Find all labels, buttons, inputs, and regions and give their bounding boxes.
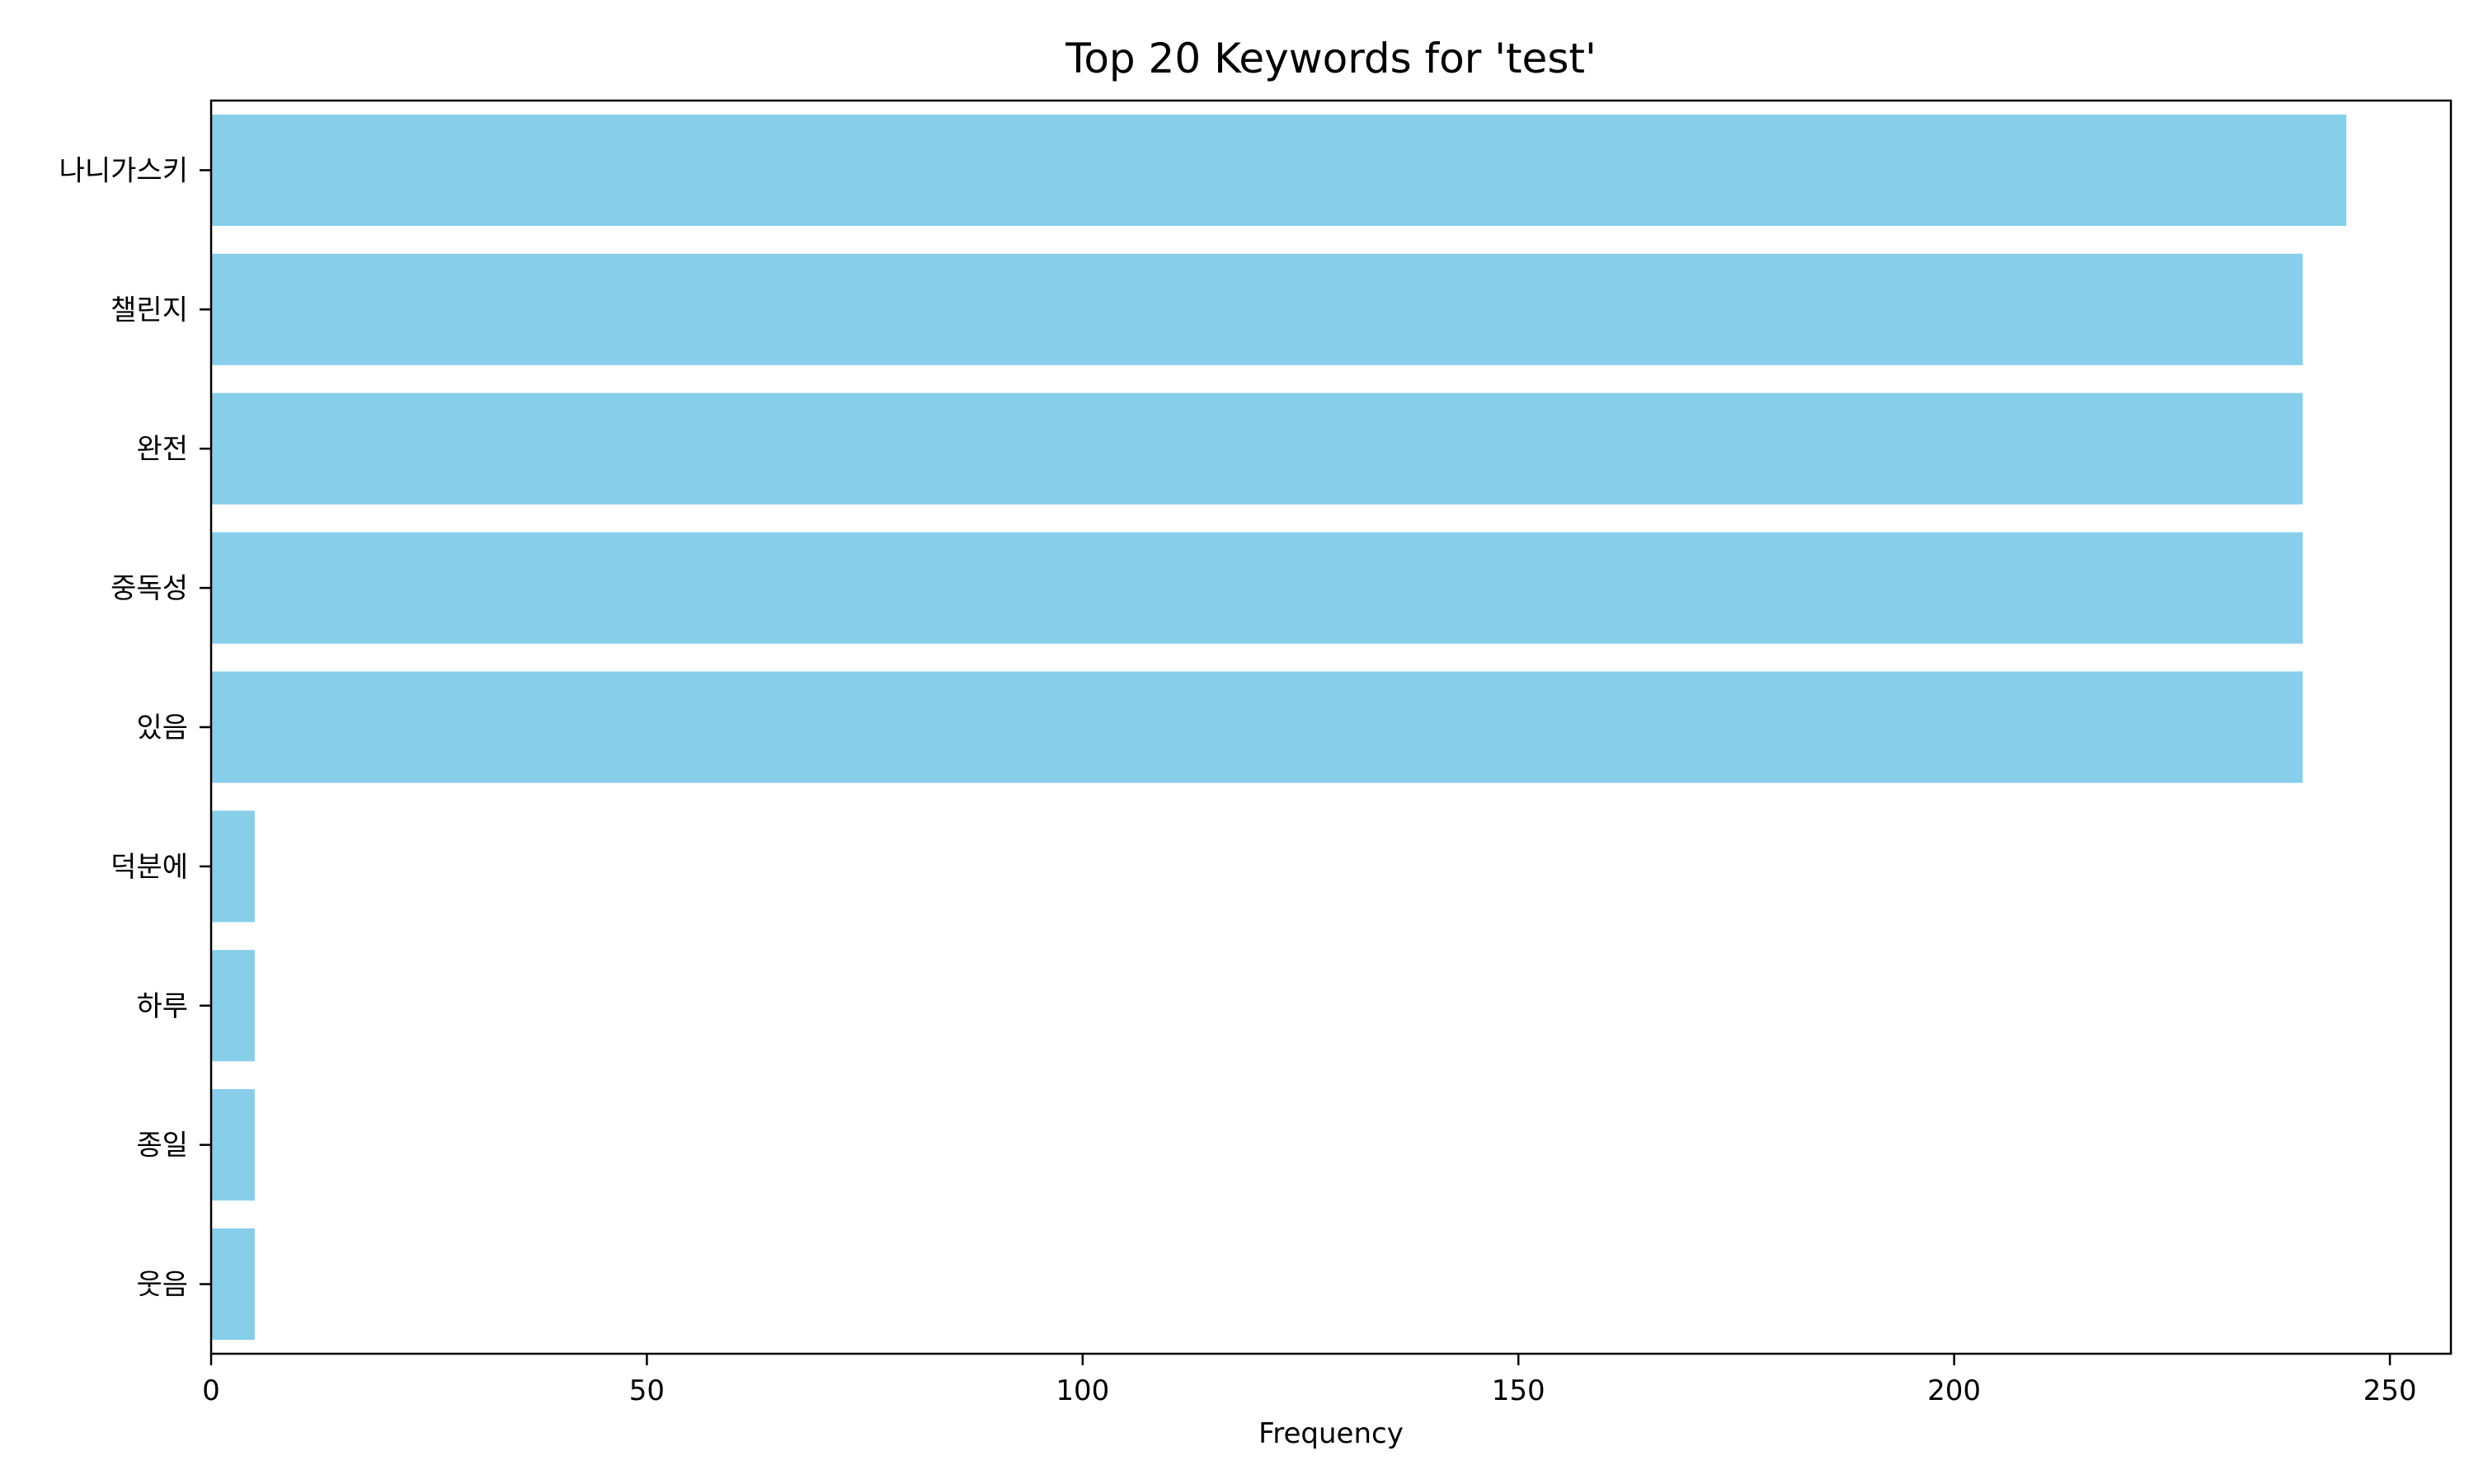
bar	[211, 532, 2303, 644]
x-tick-label: 100	[1056, 1374, 1109, 1407]
x-axis-label: Frequency	[1258, 1417, 1404, 1450]
y-tick-label: 나니가스키	[59, 154, 188, 187]
bar	[211, 114, 2347, 226]
y-tick-label: 하루	[136, 990, 188, 1023]
chart-title: Top 20 Keywords for 'test'	[1065, 35, 1596, 82]
y-tick-label: 있음	[136, 711, 188, 744]
bar	[211, 810, 255, 923]
bar	[211, 671, 2303, 783]
bar	[211, 1089, 255, 1201]
x-tick-label: 50	[629, 1374, 665, 1407]
y-tick-label: 덕분에	[111, 851, 188, 884]
x-axis: 0 50 100 150 200 250	[202, 1354, 2416, 1407]
y-tick-label: 웃음	[136, 1269, 188, 1302]
y-tick-label: 중독성	[111, 572, 188, 605]
bar	[211, 950, 255, 1062]
x-tick-label: 200	[1927, 1374, 1981, 1407]
x-tick-label: 250	[2363, 1374, 2417, 1407]
bars-group	[211, 114, 2347, 1341]
x-tick-label: 150	[1492, 1374, 1545, 1407]
y-tick-label: 종일	[136, 1129, 188, 1162]
bar	[211, 392, 2303, 505]
bar	[211, 253, 2303, 365]
x-tick-label: 0	[202, 1374, 220, 1407]
y-tick-label: 챌린지	[111, 294, 188, 326]
y-tick-label: 완전	[136, 433, 188, 466]
bar	[211, 1228, 255, 1341]
